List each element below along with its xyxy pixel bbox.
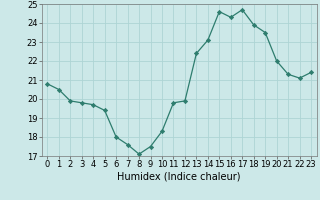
X-axis label: Humidex (Indice chaleur): Humidex (Indice chaleur) [117, 172, 241, 182]
